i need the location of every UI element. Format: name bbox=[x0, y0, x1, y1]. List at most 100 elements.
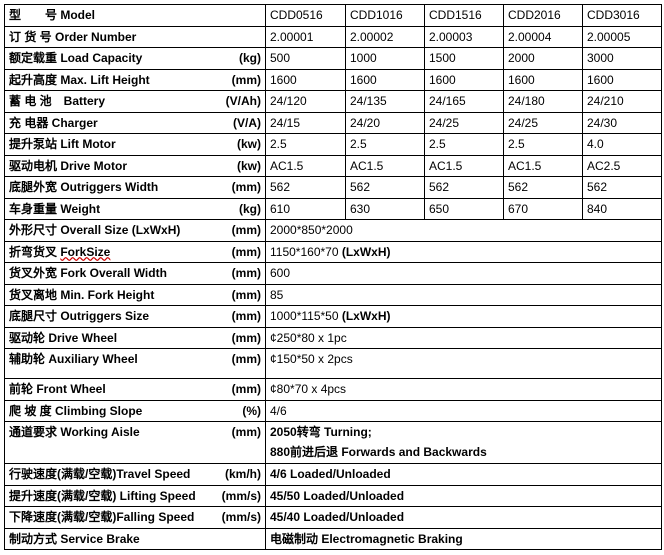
spec-label: 制动方式 Service Brake bbox=[9, 531, 140, 546]
spec-label: 行驶速度(满载/空载)Travel Speed bbox=[9, 467, 191, 481]
value-cell: ¢150*50 x 2pcs bbox=[265, 348, 662, 379]
spec-table: 型 号 Model CDD0516 CDD1016 CDD1516 CDD201… bbox=[4, 4, 662, 550]
unit: (mm) bbox=[231, 382, 261, 396]
value-cell: 562 bbox=[582, 176, 662, 199]
value-cell: AC1.5 bbox=[503, 154, 583, 177]
unit: (kw) bbox=[237, 137, 261, 151]
model-label: 型 号 Model bbox=[4, 4, 266, 27]
value-cell: 2.5 bbox=[424, 133, 504, 156]
value-cell: 1150*160*70 (LxWxH) bbox=[265, 240, 662, 263]
spec-label: 起升高度 Max. Lift Height bbox=[9, 72, 150, 87]
table-row: (kw) 提升泵站 Lift Motor 2.5 2.5 2.5 2.5 4.0 bbox=[4, 133, 662, 156]
spec-label: 前轮 Front Wheel bbox=[9, 382, 106, 396]
header-row: 型 号 Model CDD0516 CDD1016 CDD1516 CDD201… bbox=[4, 4, 662, 27]
unit: (kg) bbox=[239, 201, 261, 216]
value-cell: 562 bbox=[345, 176, 425, 199]
value-cell: AC2.5 bbox=[582, 154, 662, 177]
table-row: (kg) 额定载重 Load Capacity 500 1000 1500 2000 300… bbox=[4, 47, 662, 70]
table-row: (mm) 外形尺寸 Overall Size (LxWxH) 2000*850*20… bbox=[4, 219, 662, 242]
unit: (mm) bbox=[231, 425, 261, 439]
spec-label: 充 电器 Charger bbox=[9, 115, 98, 130]
value: 1000*115*50 bbox=[270, 309, 342, 323]
spec-label: 通道要求 Working Aisle bbox=[9, 425, 140, 439]
unit: (mm/s) bbox=[221, 488, 261, 503]
spec-label: 折弯货叉 bbox=[9, 244, 61, 259]
table-row: (mm) 底腿外宽 Outriggers Width 562 562 562 562 562 bbox=[4, 176, 662, 199]
value-cell: 2.00005 bbox=[582, 25, 662, 48]
value-cell: 1000*115*50 (LxWxH) bbox=[265, 305, 662, 328]
spec-label-cell: (kw) 驱动电机 Drive Motor bbox=[4, 154, 266, 177]
value-cell: 4/6 bbox=[265, 399, 662, 422]
value-cell: 24/180 bbox=[503, 90, 583, 113]
unit: (mm) bbox=[231, 266, 261, 280]
value-unit: (LxWxH) bbox=[341, 244, 391, 259]
value-cell: 24/120 bbox=[265, 90, 346, 113]
spec-label-cell: (mm) 辅助轮 Auxiliary Wheel bbox=[4, 348, 266, 379]
spec-label: 驱动电机 Drive Motor bbox=[9, 158, 128, 173]
unit: (mm) bbox=[231, 72, 261, 87]
value-cell: 2.00003 bbox=[424, 25, 504, 48]
value-cell: 2.00001 bbox=[265, 25, 346, 48]
value: ¢150*50 x 2pcs bbox=[270, 352, 353, 366]
spec-label-cell: (V/Ah) 蓄 电 池 Battery bbox=[4, 90, 266, 113]
unit: (V/Ah) bbox=[225, 94, 261, 108]
value-cell: 500 bbox=[265, 47, 346, 70]
spec-label-cell: (mm) 通道要求 Working Aisle bbox=[4, 421, 266, 464]
unit: (mm) bbox=[231, 330, 261, 345]
spec-label: 订 货 号 Order Number bbox=[9, 29, 137, 44]
value-cell: 24/20 bbox=[345, 111, 425, 134]
spec-label: 蓄 电 池 Battery bbox=[9, 94, 106, 108]
value-cell: 1600 bbox=[503, 68, 583, 91]
spec-label: 额定载重 Load Capacity bbox=[9, 51, 143, 65]
spec-label: 下降速度(满载/空载)Falling Speed bbox=[9, 510, 195, 524]
value-cell: 2.5 bbox=[265, 133, 346, 156]
unit: (mm) bbox=[231, 244, 261, 259]
value-cell: 600 bbox=[265, 262, 662, 285]
spec-label: 驱动轮 Drive Wheel bbox=[9, 330, 118, 345]
unit: (km/h) bbox=[225, 467, 261, 481]
value-cell: 2.00002 bbox=[345, 25, 425, 48]
table-row: (mm) 货叉离地 Min. Fork Height 85 bbox=[4, 283, 662, 306]
value-cell: 24/30 bbox=[582, 111, 662, 134]
value-cell: 2000*850*2000 bbox=[265, 219, 662, 242]
model-cell: CDD1516 bbox=[424, 4, 504, 27]
spec-label-cell: (mm/s) 提升速度(满载/空载) Lifting Speed bbox=[4, 484, 266, 507]
model-cell: CDD3016 bbox=[582, 4, 662, 27]
spec-label-cell: (mm) 底腿尺寸 Outriggers Size bbox=[4, 305, 266, 328]
value-cell: 562 bbox=[424, 176, 504, 199]
spec-label-cell: (mm/s) 下降速度(满载/空载)Falling Speed bbox=[4, 506, 266, 529]
unit: (mm) bbox=[231, 180, 261, 194]
unit: (mm/s) bbox=[221, 510, 261, 524]
value-cell: 1600 bbox=[582, 68, 662, 91]
value-cell: 650 bbox=[424, 197, 504, 220]
spec-label: 提升速度(满载/空载) Lifting Speed bbox=[9, 488, 196, 503]
value-cell: AC1.5 bbox=[265, 154, 346, 177]
unit: (kg) bbox=[239, 51, 261, 65]
model-cell: CDD0516 bbox=[265, 4, 346, 27]
table-row: (V/A) 充 电器 Charger 24/15 24/20 24/25 24/25 24/… bbox=[4, 111, 662, 134]
spec-label-underlined: ForkSize bbox=[60, 244, 111, 259]
value: 45/40 Loaded/Unloaded bbox=[270, 510, 405, 524]
value-cell: 3000 bbox=[582, 47, 662, 70]
value-cell: 45/50 Loaded/Unloaded bbox=[265, 484, 662, 507]
value-cell: 1600 bbox=[265, 68, 346, 91]
spec-label-cell: (mm) 外形尺寸 Overall Size (LxWxH) bbox=[4, 219, 266, 242]
table-row: (mm) 前轮 Front Wheel ¢80*70 x 4pcs bbox=[4, 378, 662, 401]
value-cell: 24/25 bbox=[503, 111, 583, 134]
spec-label: 货叉外宽 Fork Overall Width bbox=[9, 266, 167, 280]
value-cell: 1600 bbox=[424, 68, 504, 91]
value-cell: 电磁制动 Electromagnetic Braking bbox=[265, 527, 662, 550]
table-row: (mm) 驱动轮 Drive Wheel ¢250*80 x 1pc bbox=[4, 326, 662, 349]
value-cell: 2000 bbox=[503, 47, 583, 70]
value: 2050转弯 Turning; bbox=[270, 425, 372, 439]
value: ¢250*80 x 1pc bbox=[270, 330, 347, 345]
table-row: (kw) 驱动电机 Drive Motor AC1.5 AC1.5 AC1.5 AC1.5… bbox=[4, 154, 662, 177]
spec-label: 提升泵站 Lift Motor bbox=[9, 137, 116, 151]
table-row: (mm) 起升高度 Max. Lift Height 1600 1600 1600 160… bbox=[4, 68, 662, 91]
table-row: (mm/s) 提升速度(满载/空载) Lifting Speed 45/50 Loa… bbox=[4, 484, 662, 507]
spec-label-cell: (V/A) 充 电器 Charger bbox=[4, 111, 266, 134]
spec-label-cell: (mm) 驱动轮 Drive Wheel bbox=[4, 326, 266, 349]
value-cell: ¢80*70 x 4pcs bbox=[265, 378, 662, 401]
value-cell: 24/15 bbox=[265, 111, 346, 134]
table-row: 制动方式 Service Brake 电磁制动 Electromagnetic B… bbox=[4, 527, 662, 550]
